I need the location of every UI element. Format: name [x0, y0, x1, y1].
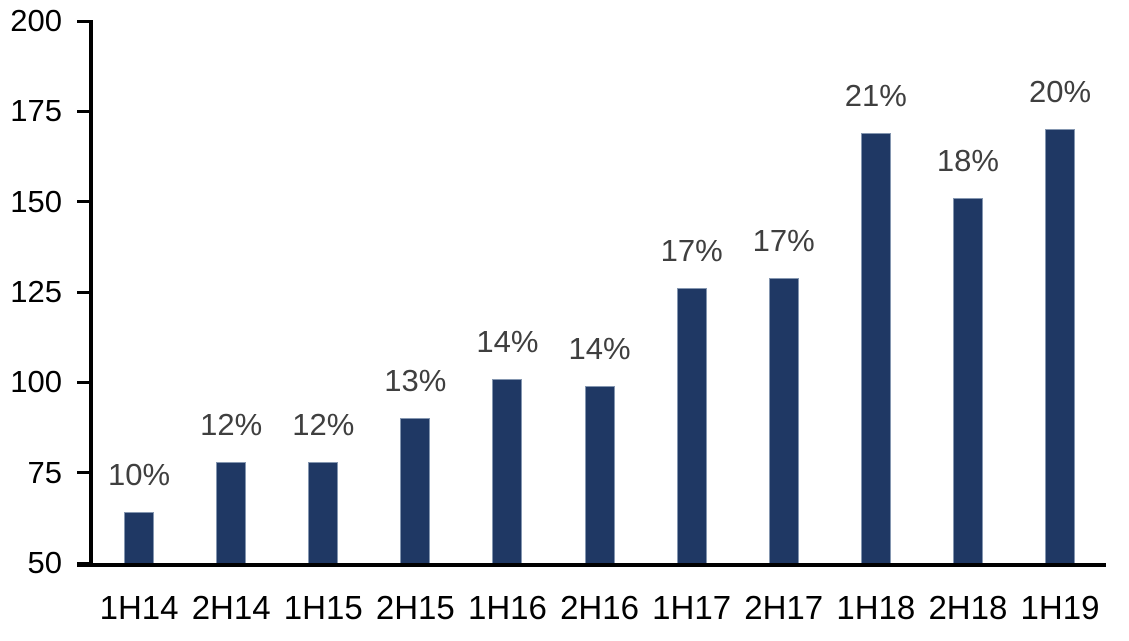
bar-2h15: [400, 418, 431, 563]
bar-value-label: 12%: [200, 406, 263, 442]
x-label-2h17: 2H17: [744, 589, 824, 626]
bar-value-label: 10%: [108, 457, 171, 493]
bar-slot-1h14: 10%: [93, 21, 185, 563]
x-label-1h18: 1H18: [836, 589, 916, 626]
bar-1h18: [860, 133, 891, 563]
bar-slot-1h17: 17%: [646, 21, 738, 563]
bar-slot-2h14: 12%: [185, 21, 277, 563]
bar-value-label: 14%: [568, 330, 631, 366]
y-tick-label: 100: [10, 364, 62, 400]
plot-area: 10% 12% 12% 13% 14% 14% 17% 17% 21% 18% 20%: [93, 21, 1106, 563]
y-tick-label: 75: [27, 454, 62, 490]
x-axis-line: [77, 563, 1106, 567]
x-label-1h19: 1H19: [1020, 589, 1100, 626]
bar-1h16: [492, 378, 523, 563]
bar-slot-1h15: 12%: [277, 21, 369, 563]
x-label-1h14: 1H14: [99, 589, 179, 626]
bar-value-label: 18%: [936, 143, 999, 179]
y-tick-mark: [77, 380, 93, 384]
bar-slot-2h15: 13%: [369, 21, 461, 563]
x-label-1h15: 1H15: [283, 589, 363, 626]
y-tick-mark: [77, 200, 93, 204]
bar-slot-1h19: 20%: [1014, 21, 1106, 563]
x-label-2h18: 2H18: [928, 589, 1008, 626]
bar-slot-2h16: 14%: [553, 21, 645, 563]
bar-1h14: [124, 512, 155, 563]
bar-2h16: [584, 385, 615, 563]
bar-value-label: 20%: [1028, 74, 1092, 110]
bar-1h17: [676, 288, 707, 563]
bar-value-label: 12%: [292, 406, 355, 442]
y-tick-mark: [77, 290, 93, 294]
x-label-2h15: 2H15: [375, 589, 455, 626]
y-tick-label: 125: [10, 274, 62, 309]
x-label-2h16: 2H16: [560, 589, 639, 626]
y-tick-label: 50: [27, 545, 62, 580]
y-tick-label: 200: [10, 3, 62, 38]
bar-1h15: [308, 461, 339, 563]
bar-value-label: 17%: [752, 222, 815, 258]
y-tick-mark: [77, 109, 93, 113]
bar-1h19: [1044, 129, 1075, 563]
y-tick-mark: [77, 471, 93, 475]
y-tick-mark: [77, 561, 93, 565]
bar-value-label: 17%: [660, 233, 723, 269]
bar-slot-1h16: 14%: [461, 21, 553, 563]
bar-value-label: 14%: [476, 323, 539, 359]
bar-value-label: 13%: [384, 363, 447, 399]
x-axis-labels: 1H14 2H14 1H15 2H15 1H16 2H16 1H17 2H17 1H18 2H18…: [93, 590, 1106, 626]
bar-slot-2h17: 17%: [738, 21, 830, 563]
bar-2h14: [216, 461, 247, 563]
bar-slot-1h18: 21%: [830, 21, 922, 563]
y-tick-label: 175: [10, 93, 62, 129]
x-label-1h16: 1H16: [467, 589, 547, 626]
bar-2h18: [952, 198, 983, 563]
bar-2h17: [768, 277, 799, 563]
y-tick-label: 150: [10, 183, 62, 219]
bar-slot-2h18: 18%: [922, 21, 1014, 563]
y-axis-line: [89, 20, 93, 567]
bar-value-label: 21%: [844, 78, 907, 114]
x-label-1h17: 1H17: [652, 589, 732, 626]
x-label-2h14: 2H14: [191, 589, 271, 626]
y-tick-mark: [77, 19, 93, 23]
